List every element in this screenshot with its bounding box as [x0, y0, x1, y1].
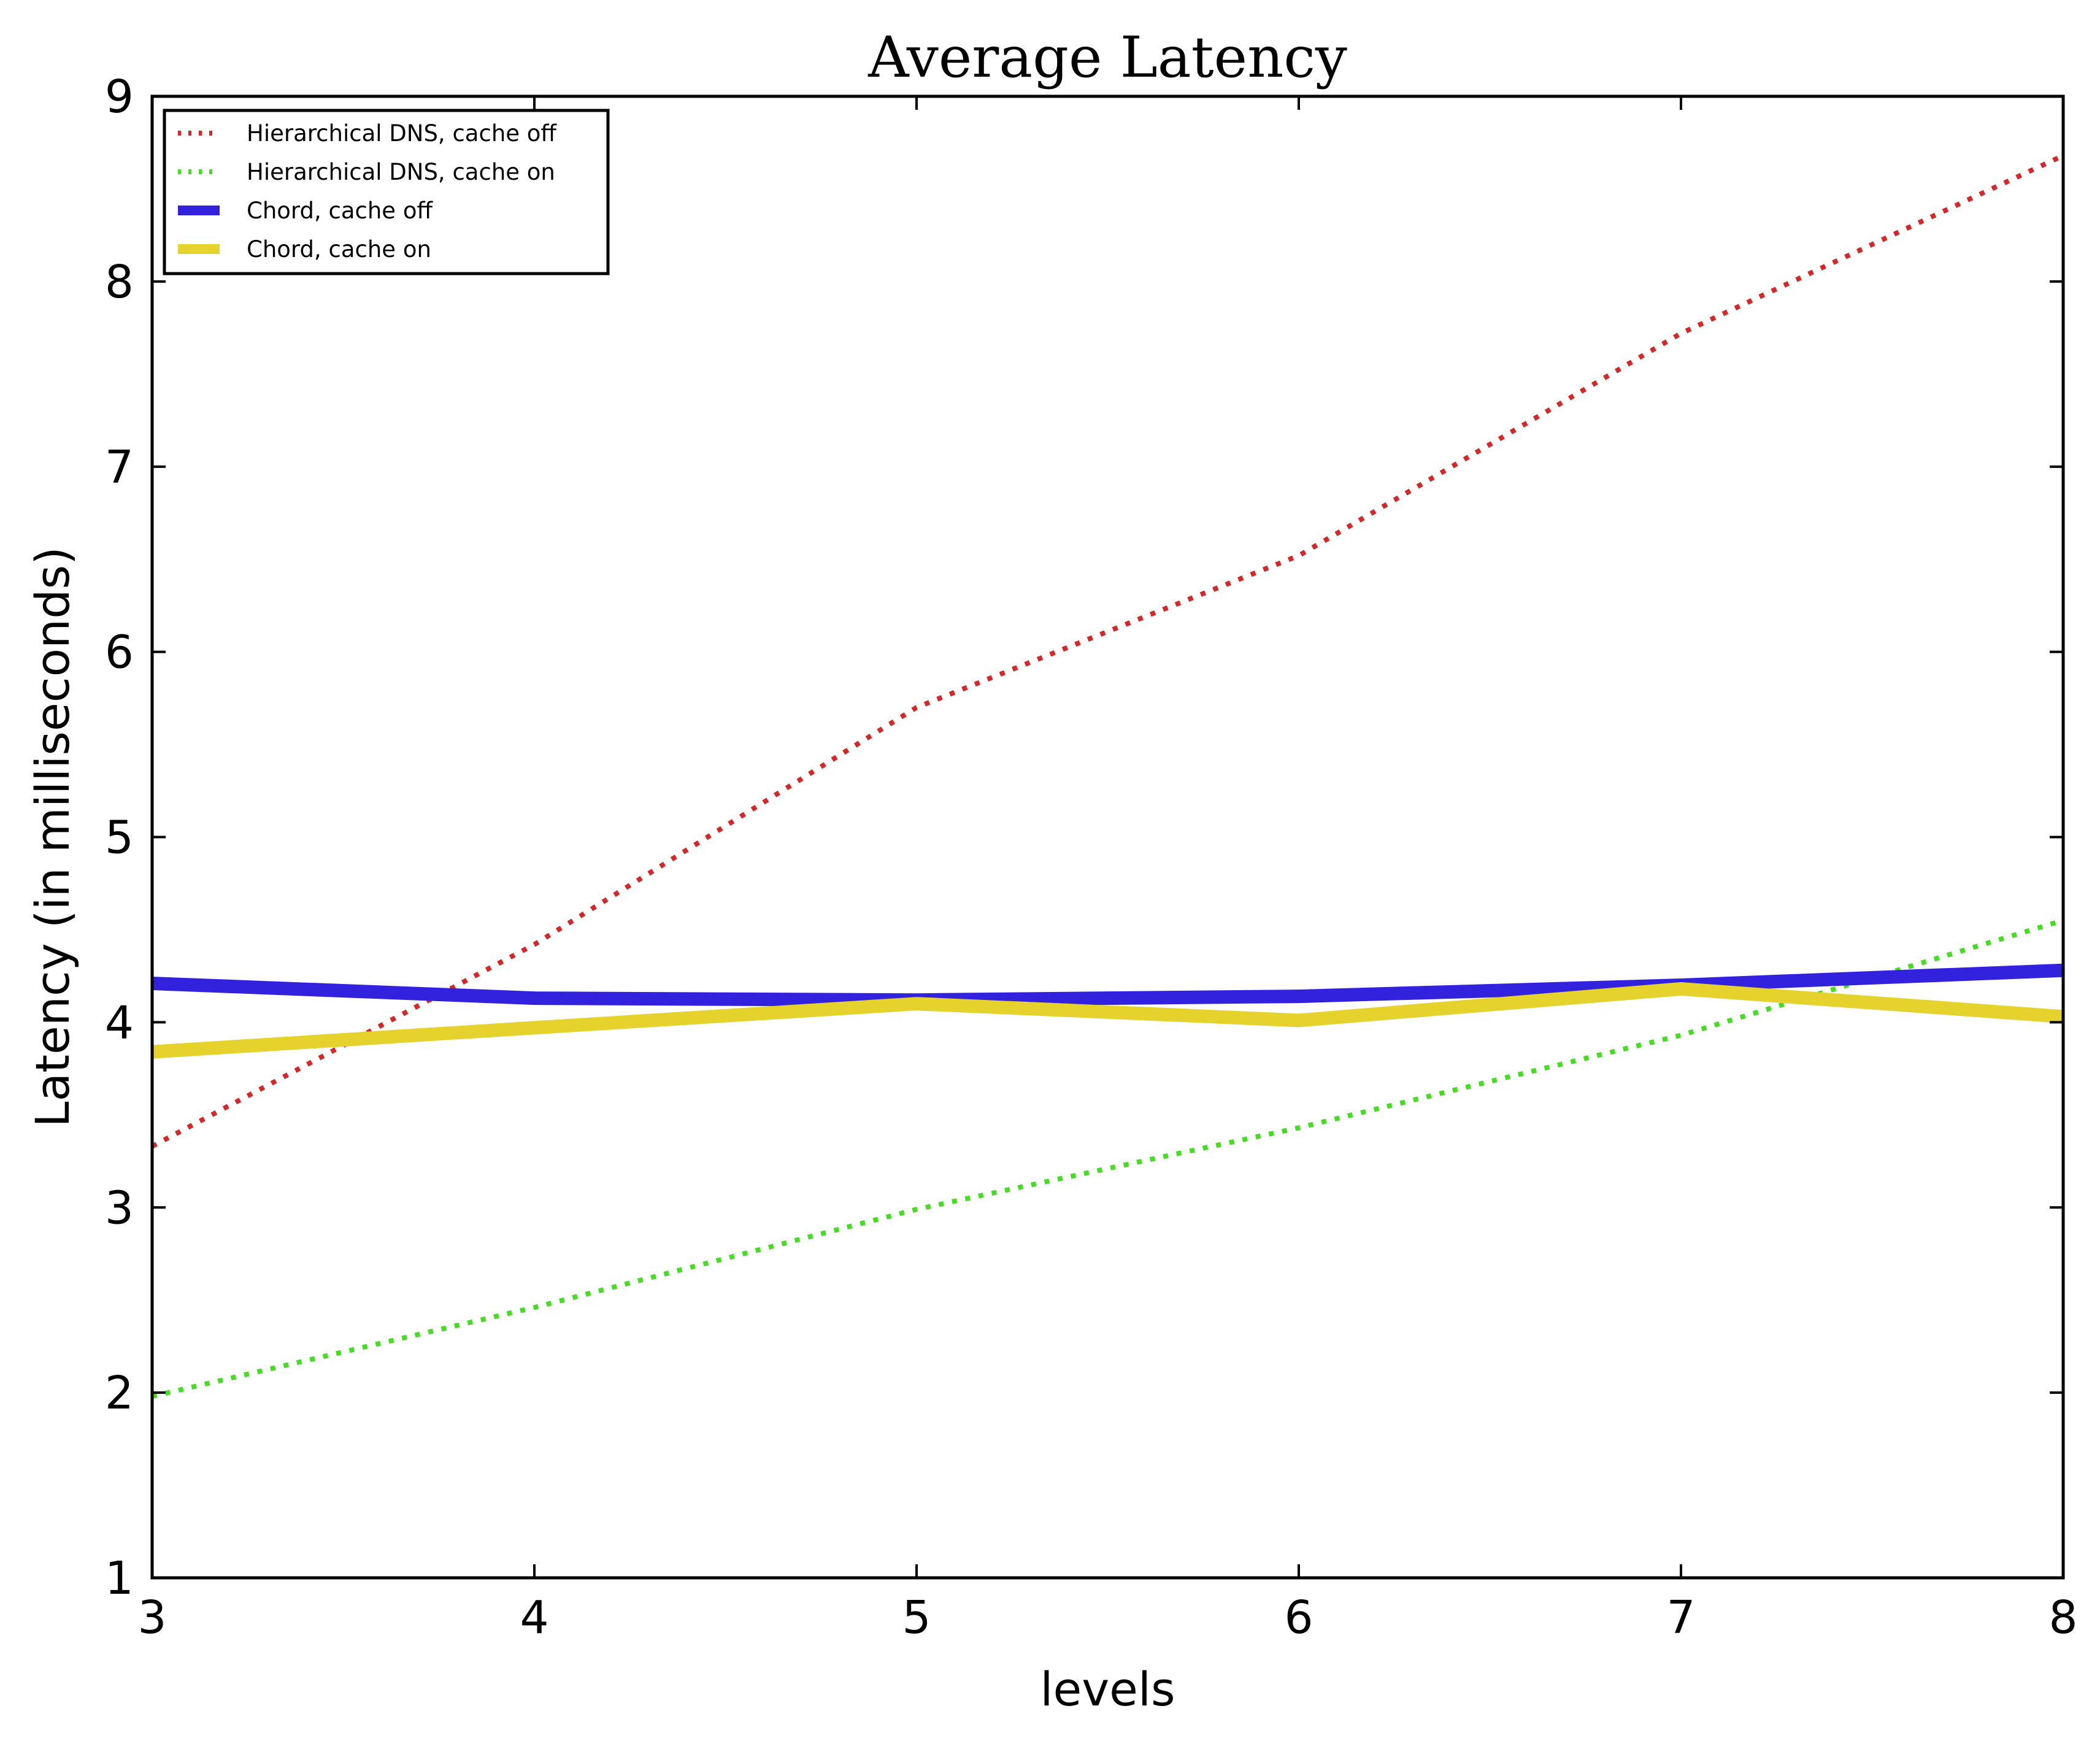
legend-label-4: Chord, cache on: [247, 236, 431, 263]
y-tick-label: 9: [105, 71, 134, 123]
y-tick-label: 5: [105, 812, 134, 864]
y-tick-label: 4: [105, 996, 134, 1049]
series-line-3: [152, 963, 2064, 1007]
chart-title: Average Latency: [867, 25, 1347, 90]
legend-box: [163, 109, 610, 275]
legend-label-3: Chord, cache off: [247, 198, 433, 224]
y-tick-label: 6: [105, 626, 134, 679]
series-line-4: [152, 982, 2064, 1059]
series-line-2: [152, 918, 2064, 1399]
plot-frame: [150, 94, 2065, 1580]
x-tick-label: 5: [902, 1591, 931, 1644]
x-tick-label: 7: [1666, 1591, 1695, 1644]
y-tick-label: 1: [105, 1552, 134, 1605]
x-axis-label: levels: [1040, 1662, 1175, 1716]
x-tick-label: 4: [520, 1591, 548, 1644]
y-tick-label: 8: [105, 256, 134, 309]
x-tick-label: 8: [2048, 1591, 2077, 1644]
series-layer: [151, 153, 2064, 1399]
y-tick-label: 2: [105, 1367, 134, 1420]
y-tick-label: 7: [105, 441, 134, 494]
ticks-layer: 3 4 5 6 7 8 1 2 3 4 5 6 7 8 9: [105, 71, 2078, 1644]
legend-label-1: Hierarchical DNS, cache off: [247, 120, 557, 147]
legend-label-2: Hierarchical DNS, cache on: [247, 159, 555, 185]
x-tick-label: 6: [1284, 1591, 1313, 1644]
y-axis-label: Latency (in milliseconds): [25, 547, 80, 1127]
legend: Hierarchical DNS, cache off Hierarchical …: [163, 109, 610, 275]
y-tick-label: 3: [105, 1182, 134, 1234]
x-tick-label: 3: [137, 1591, 166, 1644]
